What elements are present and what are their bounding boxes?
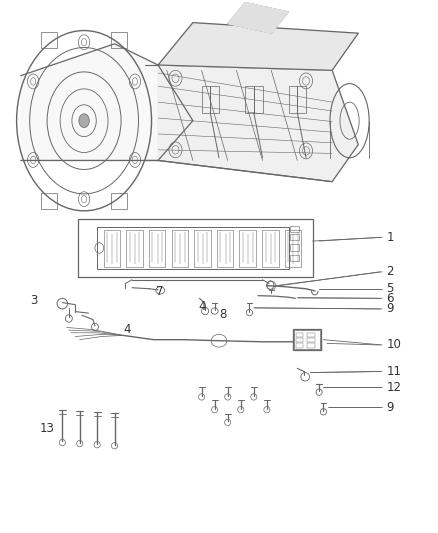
Ellipse shape [79, 114, 89, 127]
Text: 2: 2 [387, 265, 394, 278]
Text: 4: 4 [123, 322, 131, 336]
Bar [42, 193, 57, 209]
Bar [201, 86, 219, 113]
Bar [245, 86, 262, 113]
Polygon shape [158, 22, 358, 70]
Text: 1: 1 [387, 231, 394, 244]
Bar [97, 227, 289, 269]
Text: 12: 12 [387, 381, 402, 394]
Bar [262, 230, 279, 266]
Bar [111, 33, 127, 49]
Bar [290, 244, 299, 251]
Bar [290, 225, 299, 232]
Text: 3: 3 [30, 294, 37, 308]
Bar [296, 333, 304, 337]
Bar [217, 230, 233, 266]
Text: 9: 9 [387, 400, 394, 414]
Bar [290, 233, 299, 240]
Text: 5: 5 [387, 282, 394, 295]
Text: 6: 6 [387, 292, 394, 305]
Bar [293, 329, 321, 350]
Polygon shape [158, 65, 358, 182]
Bar [240, 230, 256, 266]
Bar [149, 230, 166, 266]
Text: 7: 7 [156, 285, 163, 298]
Bar [307, 333, 315, 337]
Bar [289, 86, 306, 113]
Bar [294, 330, 320, 349]
Bar [307, 338, 315, 342]
Polygon shape [21, 44, 193, 160]
Bar [111, 193, 127, 209]
Bar [104, 230, 120, 266]
Bar [42, 33, 57, 49]
Polygon shape [228, 3, 289, 33]
Bar [296, 343, 304, 348]
Bar [126, 230, 143, 266]
Bar [290, 255, 299, 261]
Bar [307, 343, 315, 348]
Bar [172, 230, 188, 266]
Bar [194, 230, 211, 266]
Text: 4: 4 [198, 300, 205, 313]
Text: 13: 13 [40, 422, 55, 435]
Bar [285, 230, 301, 266]
Text: 8: 8 [219, 308, 226, 321]
Bar [296, 338, 304, 342]
Text: 9: 9 [387, 302, 394, 316]
Text: 11: 11 [387, 365, 402, 378]
Text: 10: 10 [387, 338, 402, 351]
